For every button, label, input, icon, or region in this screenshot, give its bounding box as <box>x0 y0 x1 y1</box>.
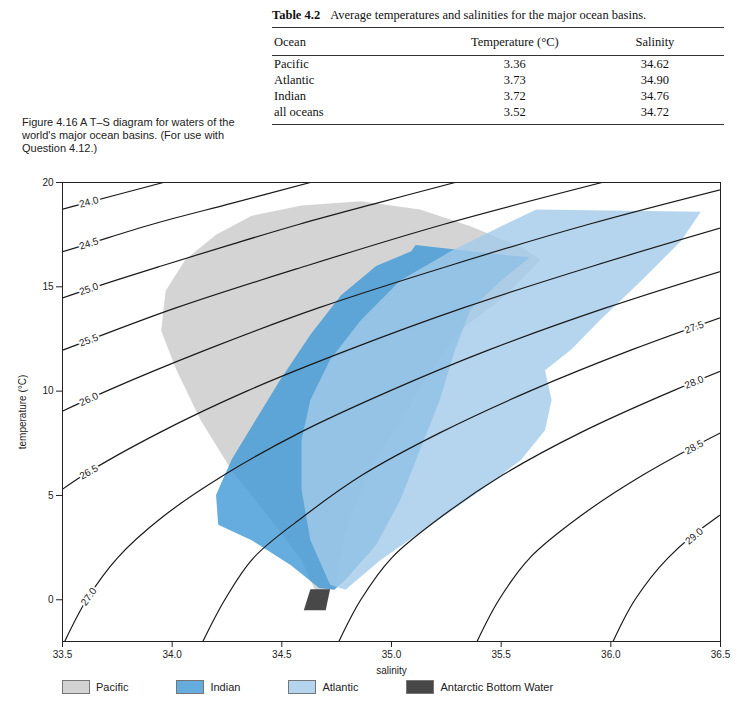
html-text:Indian: Indian <box>274 89 306 103</box>
html-text:3.52: 3.52 <box>503 105 526 119</box>
svg-text:salinity: salinity <box>376 665 407 676</box>
svg-text:29.0: 29.0 <box>683 525 705 546</box>
svg-text:34.0: 34.0 <box>162 649 182 660</box>
html-text:Figure 4.16 A T–S diagram for: Figure 4.16 A T–S diagram for waters of … <box>22 116 235 154</box>
html-text:Antarctic Bottom Water: Antarctic Bottom Water <box>440 681 554 693</box>
svg-text:24.0: 24.0 <box>78 194 100 210</box>
svg-text:10: 10 <box>42 385 54 396</box>
html-text:Temperature (°C): Temperature (°C) <box>470 35 559 49</box>
html-text:3.73: 3.73 <box>503 73 526 87</box>
svg-text:25.5: 25.5 <box>78 331 100 348</box>
html-text:34.76: 34.76 <box>640 89 669 103</box>
html-text:Indian: Indian <box>210 681 241 693</box>
html-text:Pacific: Pacific <box>96 681 129 693</box>
svg-text:24.5: 24.5 <box>78 235 100 251</box>
svg-text:28.5: 28.5 <box>683 437 706 456</box>
html-text:Atlantic: Atlantic <box>322 681 359 693</box>
svg-text:33.5: 33.5 <box>53 649 73 660</box>
html-text:34.62: 34.62 <box>640 57 669 71</box>
svg-text:15: 15 <box>42 281 54 292</box>
html-text:Atlantic: Atlantic <box>274 73 315 87</box>
svg-text:5: 5 <box>48 490 54 501</box>
svg-text:36.5: 36.5 <box>711 649 731 660</box>
svg-text:28.0: 28.0 <box>683 373 706 391</box>
html-text:Salinity: Salinity <box>635 35 675 49</box>
svg-text:35.5: 35.5 <box>491 649 511 660</box>
html-text:Ocean: Ocean <box>274 35 306 49</box>
html-text:all oceans: all oceans <box>274 105 324 119</box>
html-text:34.72: 34.72 <box>640 105 669 119</box>
html-text:Average temperatures and salin: Average temperatures and salinities for … <box>330 8 647 22</box>
svg-text:36.0: 36.0 <box>601 649 621 660</box>
html-text:34.90: 34.90 <box>640 73 669 87</box>
svg-text:34.5: 34.5 <box>272 649 292 660</box>
svg-text:25.0: 25.0 <box>78 280 100 297</box>
html-text:3.72: 3.72 <box>503 89 526 103</box>
html-text:Table 4.2: Table 4.2 <box>272 8 321 22</box>
html-text:3.36: 3.36 <box>503 57 526 71</box>
svg-text:35.0: 35.0 <box>382 649 402 660</box>
svg-text:27.0: 27.0 <box>78 585 99 608</box>
html-text:Pacific: Pacific <box>274 57 309 71</box>
svg-text:26.0: 26.0 <box>78 390 101 408</box>
svg-text:20: 20 <box>42 177 54 188</box>
svg-text:27.5: 27.5 <box>683 318 705 335</box>
svg-text:26.5: 26.5 <box>77 462 100 481</box>
svg-text:0: 0 <box>48 594 54 605</box>
svg-text:temperature (°C): temperature (°C) <box>17 375 28 450</box>
